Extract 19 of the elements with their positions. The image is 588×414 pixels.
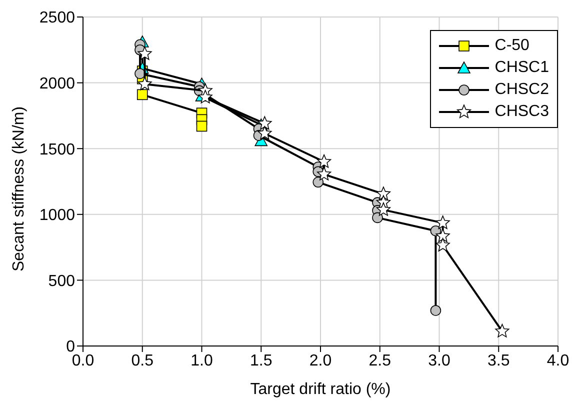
x-axis-title: Target drift ratio (%) bbox=[250, 381, 391, 398]
y-tick-label: 2500 bbox=[39, 10, 76, 27]
legend-label: C-50 bbox=[494, 37, 530, 55]
x-tick-label: 2.0 bbox=[309, 352, 332, 370]
y-tick-label: 1500 bbox=[39, 141, 76, 158]
legend-label: CHSC2 bbox=[494, 81, 549, 99]
x-tick-label: 4.0 bbox=[546, 352, 570, 370]
x-tick-label: 2.5 bbox=[368, 352, 392, 370]
y-tick-label: 1000 bbox=[39, 207, 76, 224]
x-tick-label: 3.0 bbox=[428, 352, 450, 370]
y-tick-label: 2000 bbox=[39, 75, 76, 92]
y-axis-title: Secant stiffness (kN/m) bbox=[10, 106, 28, 272]
x-tick-label: 1.5 bbox=[250, 352, 272, 370]
legend-label: CHSC1 bbox=[494, 59, 549, 77]
x-tick-label: 1.0 bbox=[190, 352, 213, 370]
x-tick-label: 3.5 bbox=[488, 352, 510, 370]
y-tick-label: 500 bbox=[48, 272, 76, 290]
legend-label: CHSC3 bbox=[494, 103, 549, 121]
x-tick-label: 0.5 bbox=[131, 352, 154, 370]
